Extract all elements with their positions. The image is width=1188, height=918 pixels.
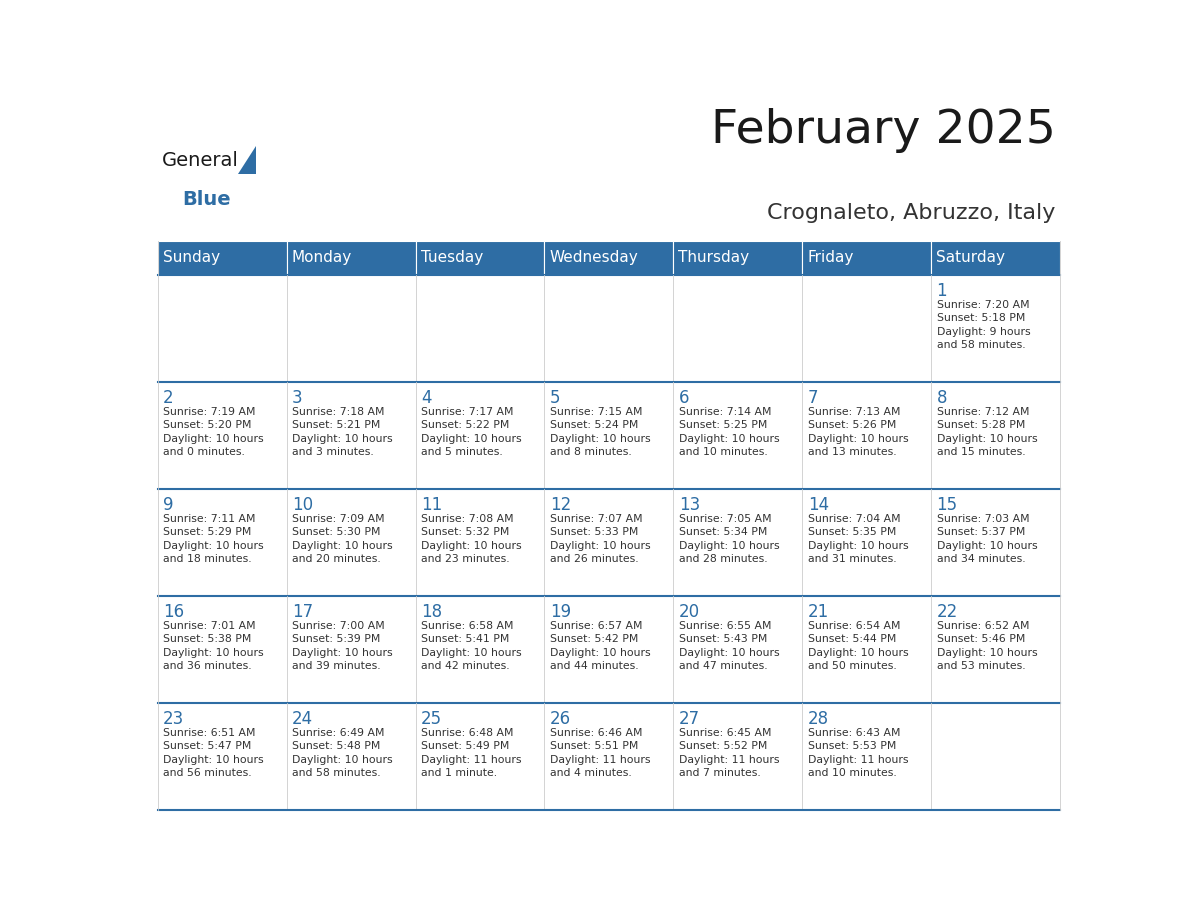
- Text: 19: 19: [550, 603, 571, 621]
- Text: 26: 26: [550, 710, 571, 728]
- Text: 4: 4: [421, 389, 431, 407]
- Text: Sunrise: 7:20 AM
Sunset: 5:18 PM
Daylight: 9 hours
and 58 minutes.: Sunrise: 7:20 AM Sunset: 5:18 PM Dayligh…: [936, 299, 1030, 351]
- Text: Sunrise: 6:57 AM
Sunset: 5:42 PM
Daylight: 10 hours
and 44 minutes.: Sunrise: 6:57 AM Sunset: 5:42 PM Dayligh…: [550, 621, 651, 671]
- Text: Sunrise: 7:07 AM
Sunset: 5:33 PM
Daylight: 10 hours
and 26 minutes.: Sunrise: 7:07 AM Sunset: 5:33 PM Dayligh…: [550, 514, 651, 565]
- Text: General: General: [163, 151, 239, 170]
- Text: Sunrise: 7:04 AM
Sunset: 5:35 PM
Daylight: 10 hours
and 31 minutes.: Sunrise: 7:04 AM Sunset: 5:35 PM Dayligh…: [808, 514, 909, 565]
- Text: 3: 3: [292, 389, 303, 407]
- Text: 28: 28: [808, 710, 829, 728]
- Text: Sunrise: 7:12 AM
Sunset: 5:28 PM
Daylight: 10 hours
and 15 minutes.: Sunrise: 7:12 AM Sunset: 5:28 PM Dayligh…: [936, 407, 1037, 457]
- Text: 6: 6: [678, 389, 689, 407]
- Text: Sunrise: 7:08 AM
Sunset: 5:32 PM
Daylight: 10 hours
and 23 minutes.: Sunrise: 7:08 AM Sunset: 5:32 PM Dayligh…: [421, 514, 522, 565]
- Text: Wednesday: Wednesday: [550, 251, 638, 265]
- Text: Crognaleto, Abruzzo, Italy: Crognaleto, Abruzzo, Italy: [767, 203, 1055, 223]
- Polygon shape: [238, 145, 257, 174]
- Text: Sunrise: 6:55 AM
Sunset: 5:43 PM
Daylight: 10 hours
and 47 minutes.: Sunrise: 6:55 AM Sunset: 5:43 PM Dayligh…: [678, 621, 779, 671]
- Text: Sunrise: 7:03 AM
Sunset: 5:37 PM
Daylight: 10 hours
and 34 minutes.: Sunrise: 7:03 AM Sunset: 5:37 PM Dayligh…: [936, 514, 1037, 565]
- Text: Saturday: Saturday: [936, 251, 1005, 265]
- Text: Sunrise: 7:09 AM
Sunset: 5:30 PM
Daylight: 10 hours
and 20 minutes.: Sunrise: 7:09 AM Sunset: 5:30 PM Dayligh…: [292, 514, 393, 565]
- Text: Sunrise: 7:00 AM
Sunset: 5:39 PM
Daylight: 10 hours
and 39 minutes.: Sunrise: 7:00 AM Sunset: 5:39 PM Dayligh…: [292, 621, 393, 671]
- Text: 10: 10: [292, 496, 314, 514]
- Text: 20: 20: [678, 603, 700, 621]
- Text: Sunrise: 6:49 AM
Sunset: 5:48 PM
Daylight: 10 hours
and 58 minutes.: Sunrise: 6:49 AM Sunset: 5:48 PM Dayligh…: [292, 728, 393, 778]
- Text: Monday: Monday: [292, 251, 352, 265]
- Text: 17: 17: [292, 603, 314, 621]
- Text: Sunrise: 6:45 AM
Sunset: 5:52 PM
Daylight: 11 hours
and 7 minutes.: Sunrise: 6:45 AM Sunset: 5:52 PM Dayligh…: [678, 728, 779, 778]
- Text: 27: 27: [678, 710, 700, 728]
- Text: 16: 16: [163, 603, 184, 621]
- Text: Sunrise: 6:54 AM
Sunset: 5:44 PM
Daylight: 10 hours
and 50 minutes.: Sunrise: 6:54 AM Sunset: 5:44 PM Dayligh…: [808, 621, 909, 671]
- Text: Blue: Blue: [183, 190, 232, 209]
- Text: 22: 22: [936, 603, 958, 621]
- Bar: [286, 241, 416, 274]
- Text: 21: 21: [808, 603, 829, 621]
- Text: Sunrise: 7:11 AM
Sunset: 5:29 PM
Daylight: 10 hours
and 18 minutes.: Sunrise: 7:11 AM Sunset: 5:29 PM Dayligh…: [163, 514, 264, 565]
- Text: 9: 9: [163, 496, 173, 514]
- Text: 18: 18: [421, 603, 442, 621]
- Text: 8: 8: [936, 389, 947, 407]
- Text: February 2025: February 2025: [710, 107, 1055, 152]
- Text: 5: 5: [550, 389, 561, 407]
- Bar: [802, 241, 931, 274]
- Text: Sunrise: 7:14 AM
Sunset: 5:25 PM
Daylight: 10 hours
and 10 minutes.: Sunrise: 7:14 AM Sunset: 5:25 PM Dayligh…: [678, 407, 779, 457]
- Text: Friday: Friday: [808, 251, 854, 265]
- Text: Sunrise: 6:48 AM
Sunset: 5:49 PM
Daylight: 11 hours
and 1 minute.: Sunrise: 6:48 AM Sunset: 5:49 PM Dayligh…: [421, 728, 522, 778]
- Text: Sunrise: 7:01 AM
Sunset: 5:38 PM
Daylight: 10 hours
and 36 minutes.: Sunrise: 7:01 AM Sunset: 5:38 PM Dayligh…: [163, 621, 264, 671]
- Bar: [158, 241, 286, 274]
- Bar: [544, 241, 674, 274]
- Text: Sunrise: 7:17 AM
Sunset: 5:22 PM
Daylight: 10 hours
and 5 minutes.: Sunrise: 7:17 AM Sunset: 5:22 PM Dayligh…: [421, 407, 522, 457]
- Text: Sunrise: 7:15 AM
Sunset: 5:24 PM
Daylight: 10 hours
and 8 minutes.: Sunrise: 7:15 AM Sunset: 5:24 PM Dayligh…: [550, 407, 651, 457]
- Text: 11: 11: [421, 496, 442, 514]
- Bar: [416, 241, 544, 274]
- Text: Sunrise: 6:51 AM
Sunset: 5:47 PM
Daylight: 10 hours
and 56 minutes.: Sunrise: 6:51 AM Sunset: 5:47 PM Dayligh…: [163, 728, 264, 778]
- Text: Sunrise: 6:46 AM
Sunset: 5:51 PM
Daylight: 11 hours
and 4 minutes.: Sunrise: 6:46 AM Sunset: 5:51 PM Dayligh…: [550, 728, 650, 778]
- Bar: [931, 241, 1060, 274]
- Text: Sunrise: 7:05 AM
Sunset: 5:34 PM
Daylight: 10 hours
and 28 minutes.: Sunrise: 7:05 AM Sunset: 5:34 PM Dayligh…: [678, 514, 779, 565]
- Text: Thursday: Thursday: [678, 251, 750, 265]
- Text: 12: 12: [550, 496, 571, 514]
- Text: 23: 23: [163, 710, 184, 728]
- Text: 13: 13: [678, 496, 700, 514]
- Text: Sunrise: 6:58 AM
Sunset: 5:41 PM
Daylight: 10 hours
and 42 minutes.: Sunrise: 6:58 AM Sunset: 5:41 PM Dayligh…: [421, 621, 522, 671]
- Text: 1: 1: [936, 282, 947, 300]
- Text: 24: 24: [292, 710, 314, 728]
- Text: 15: 15: [936, 496, 958, 514]
- Text: Sunrise: 7:18 AM
Sunset: 5:21 PM
Daylight: 10 hours
and 3 minutes.: Sunrise: 7:18 AM Sunset: 5:21 PM Dayligh…: [292, 407, 393, 457]
- Text: Sunrise: 6:52 AM
Sunset: 5:46 PM
Daylight: 10 hours
and 53 minutes.: Sunrise: 6:52 AM Sunset: 5:46 PM Dayligh…: [936, 621, 1037, 671]
- Text: Sunrise: 7:19 AM
Sunset: 5:20 PM
Daylight: 10 hours
and 0 minutes.: Sunrise: 7:19 AM Sunset: 5:20 PM Dayligh…: [163, 407, 264, 457]
- Text: 14: 14: [808, 496, 829, 514]
- Text: 2: 2: [163, 389, 173, 407]
- Text: Sunrise: 7:13 AM
Sunset: 5:26 PM
Daylight: 10 hours
and 13 minutes.: Sunrise: 7:13 AM Sunset: 5:26 PM Dayligh…: [808, 407, 909, 457]
- Text: Tuesday: Tuesday: [421, 251, 482, 265]
- Text: 25: 25: [421, 710, 442, 728]
- Text: Sunrise: 6:43 AM
Sunset: 5:53 PM
Daylight: 11 hours
and 10 minutes.: Sunrise: 6:43 AM Sunset: 5:53 PM Dayligh…: [808, 728, 908, 778]
- Bar: [674, 241, 802, 274]
- Text: Sunday: Sunday: [163, 251, 220, 265]
- Text: 7: 7: [808, 389, 819, 407]
